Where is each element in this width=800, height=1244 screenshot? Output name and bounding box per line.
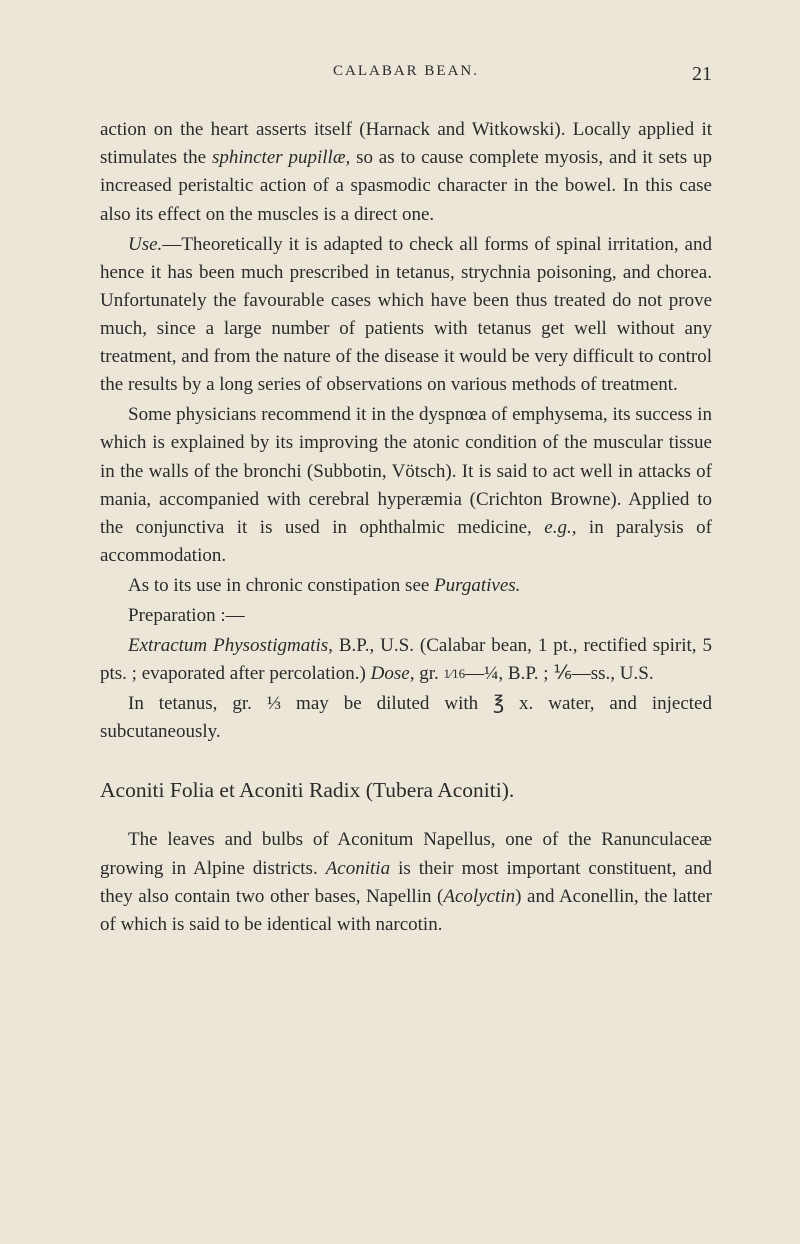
- paragraph-2: Use.—Theoretically it is adapted to chec…: [100, 231, 712, 400]
- fraction: ⅙: [553, 663, 571, 684]
- running-head: calabar bean. 21: [100, 60, 712, 82]
- italic-text: Aconitia: [326, 858, 390, 879]
- italic-text: Use.: [128, 234, 162, 255]
- paragraph-4: As to its use in chronic constipation se…: [100, 572, 712, 600]
- text: —Theoretically it is adapted to check al…: [100, 234, 712, 396]
- italic-text: sphincter pupillæ,: [212, 147, 350, 168]
- text: , B.P. ;: [498, 663, 553, 684]
- italic-text: Dose,: [371, 663, 415, 684]
- italic-text: Purgatives.: [434, 575, 520, 596]
- paragraph-7: In tetanus, gr. ⅓ may be diluted with ℥ …: [100, 690, 712, 746]
- page: calabar bean. 21 action on the heart ass…: [0, 0, 800, 1244]
- paragraph-3: Some physicians recommend it in the dysp…: [100, 401, 712, 570]
- page-number: 21: [692, 60, 712, 90]
- text: —ss., U.S.: [572, 663, 654, 684]
- fraction: ¼: [484, 663, 498, 684]
- section-title: Aconiti Folia et Aconiti Radix (Tubera A…: [100, 775, 712, 807]
- text: Preparation :—: [128, 605, 245, 626]
- text: —: [465, 663, 484, 684]
- italic-text: Extractum Physostigmatis,: [128, 635, 333, 656]
- text: gr.: [414, 663, 443, 684]
- italic-text: e.g.,: [544, 517, 576, 538]
- paragraph-8: The leaves and bulbs of Aconitum Napellu…: [100, 826, 712, 938]
- text: As to its use in chronic constipation se…: [128, 575, 434, 596]
- text: may be diluted with: [281, 693, 493, 714]
- running-title: calabar bean.: [333, 60, 479, 82]
- fraction: ⅓: [267, 693, 281, 714]
- text: ℥ x.: [493, 693, 533, 714]
- italic-text: Acolyctin: [443, 886, 515, 907]
- fraction: 1⁄16: [443, 666, 465, 681]
- paragraph-6: Extractum Physostigmatis, B.P., U.S. (Ca…: [100, 632, 712, 688]
- paragraph-1: action on the heart asserts itself (Harn…: [100, 116, 712, 228]
- text: In tetanus, gr.: [128, 693, 267, 714]
- paragraph-5: Preparation :—: [100, 602, 712, 630]
